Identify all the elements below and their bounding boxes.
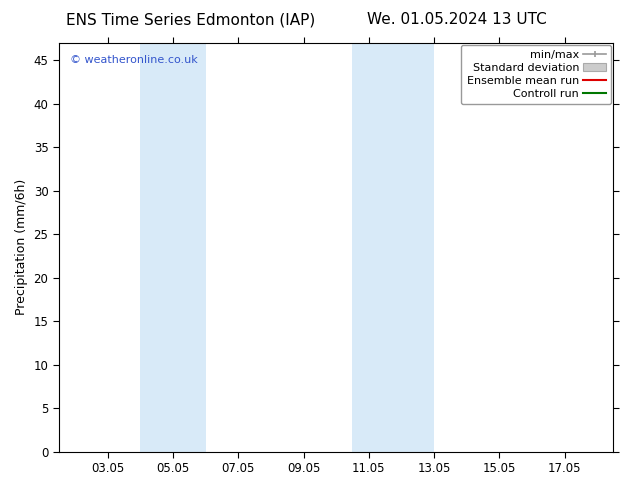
Legend: min/max, Standard deviation, Ensemble mean run, Controll run: min/max, Standard deviation, Ensemble me… <box>461 45 611 104</box>
Bar <box>140 43 205 452</box>
Text: © weatheronline.co.uk: © weatheronline.co.uk <box>70 55 198 65</box>
Y-axis label: Precipitation (mm/6h): Precipitation (mm/6h) <box>15 179 28 315</box>
Text: ENS Time Series Edmonton (IAP): ENS Time Series Edmonton (IAP) <box>65 12 315 27</box>
Text: We. 01.05.2024 13 UTC: We. 01.05.2024 13 UTC <box>366 12 547 27</box>
Bar <box>353 43 434 452</box>
